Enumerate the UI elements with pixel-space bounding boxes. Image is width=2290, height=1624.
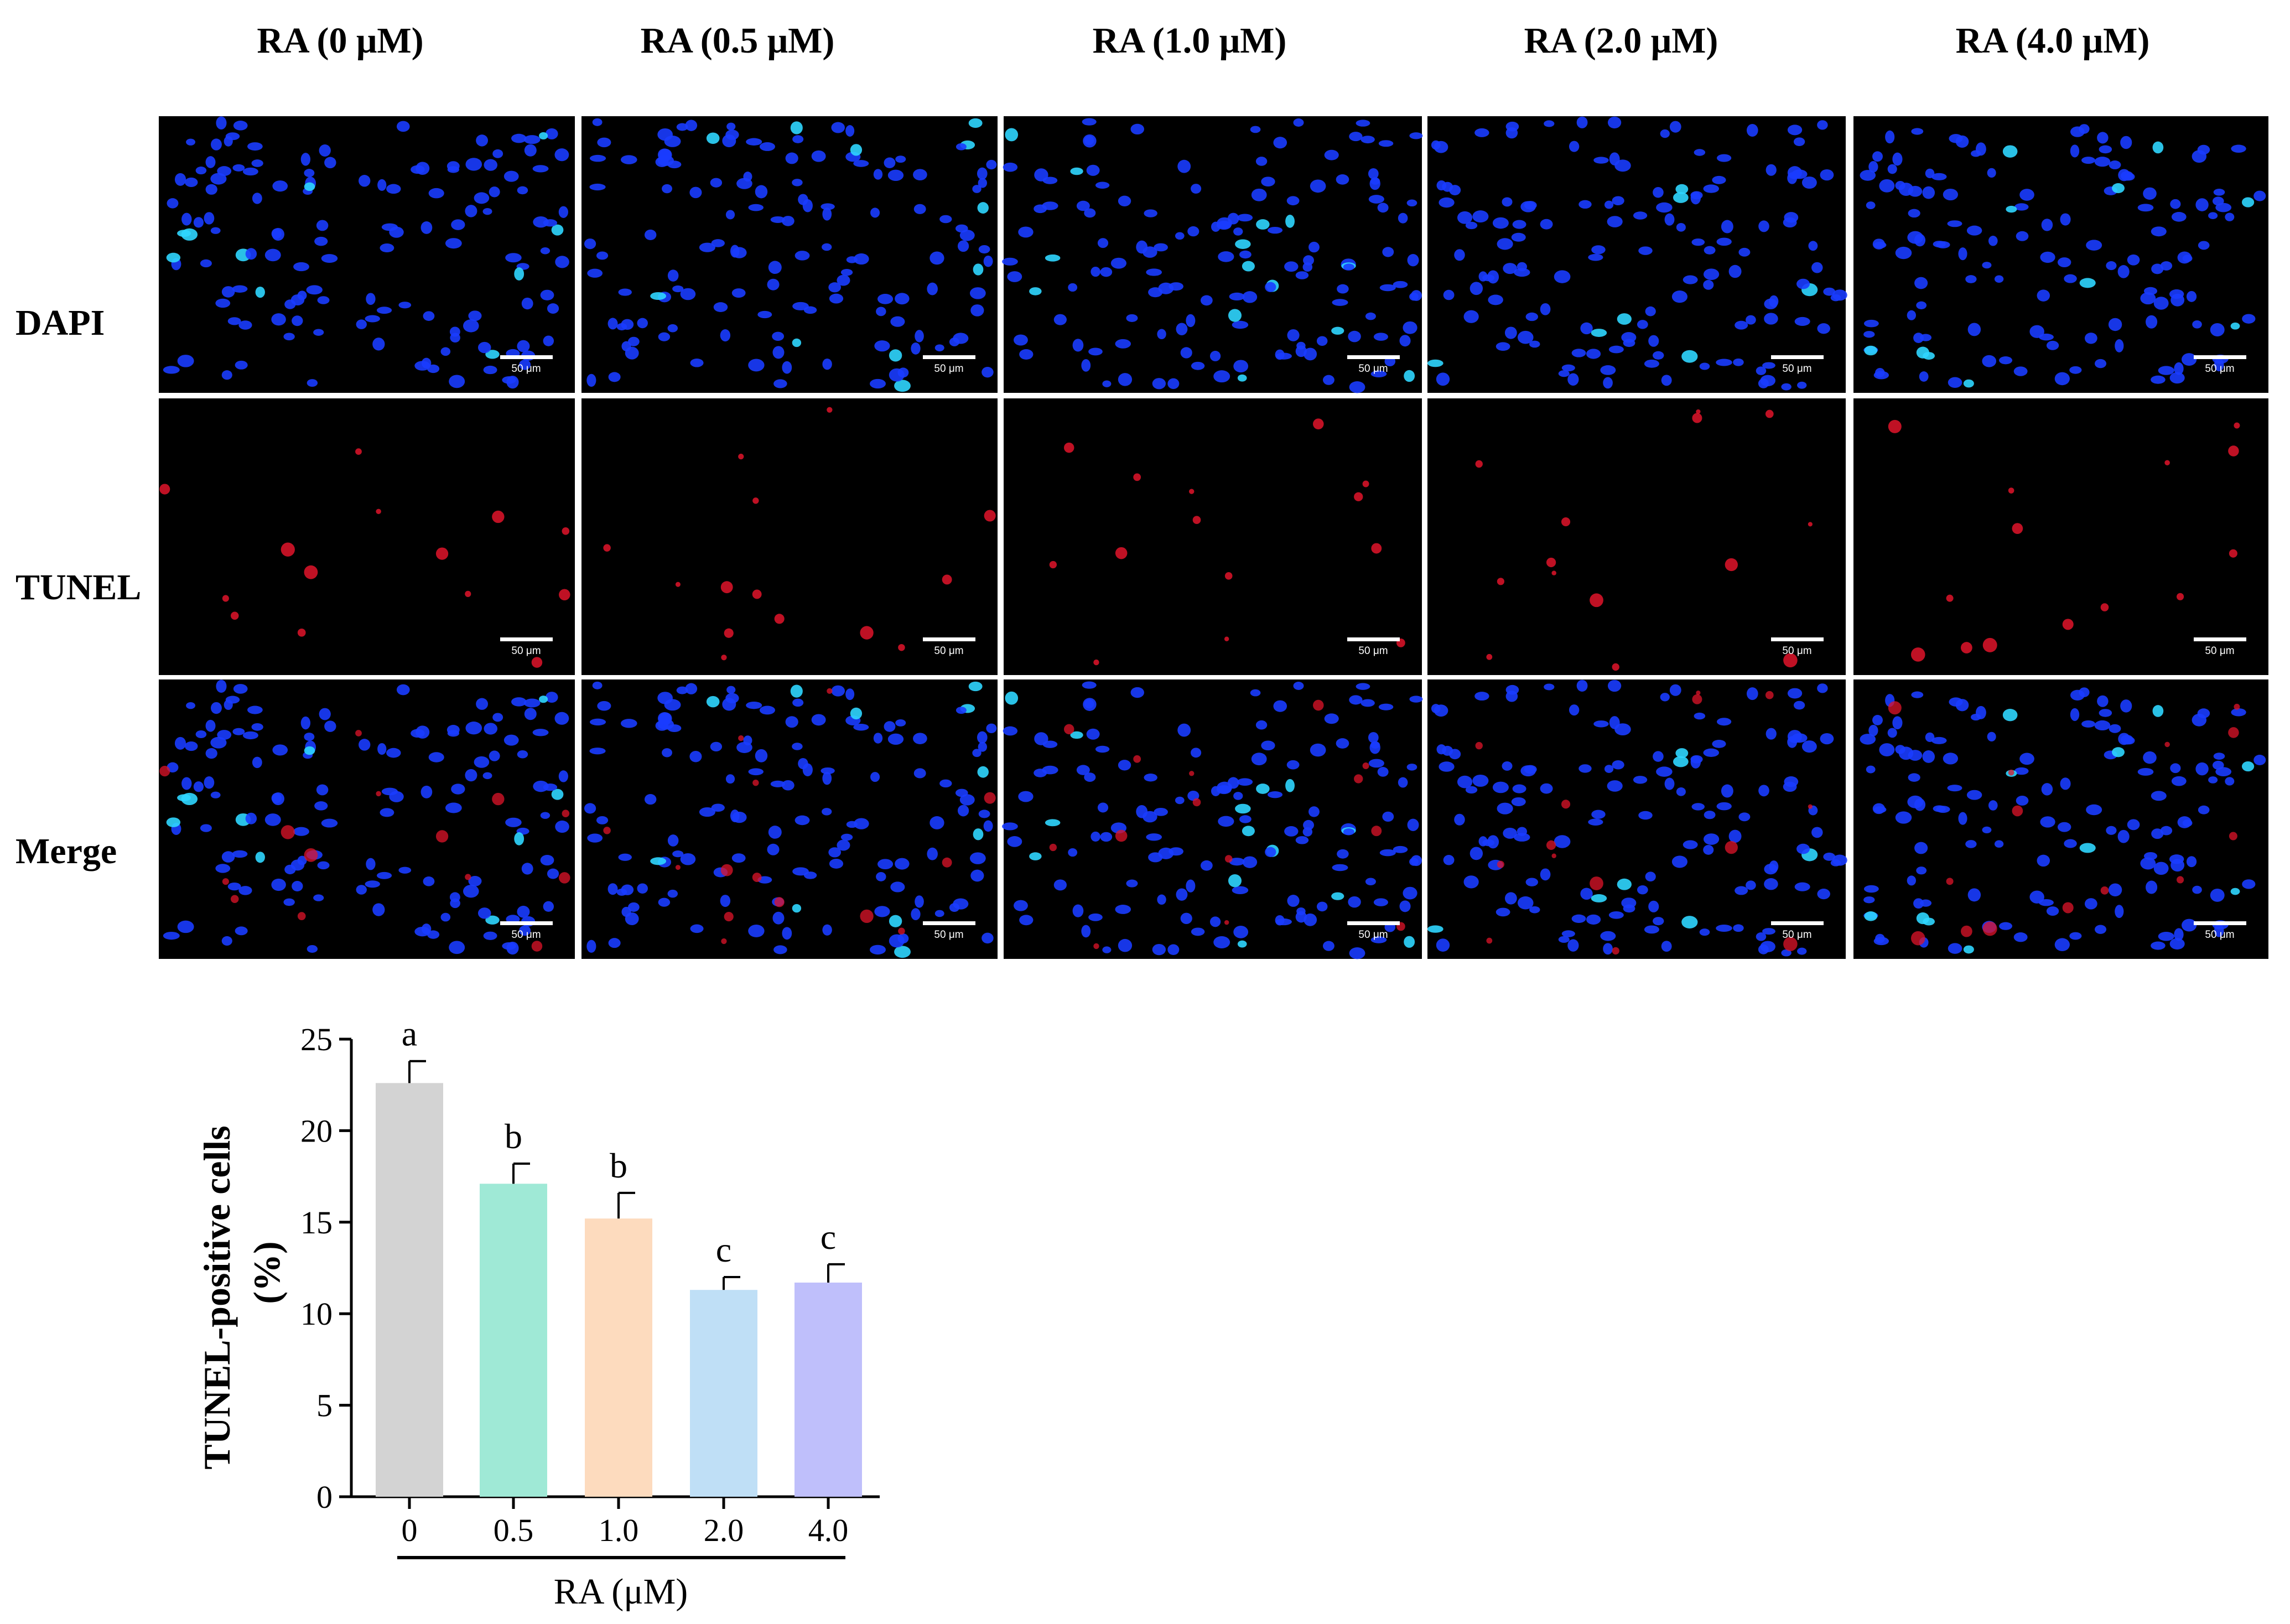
y-tick-label: 15 [300,1205,333,1241]
panel-merge-4: 50 μm [1853,679,2268,959]
scale-bar [1347,637,1400,641]
panel-tunel-3: 50 μm [1427,398,1846,675]
scale-bar [923,355,975,359]
column-headers: RA (0 μM) RA (0.5 μM) RA (1.0 μM) RA (2.… [257,20,2149,61]
column-header-0: RA (0 μM) [257,20,423,61]
scale-bar-label: 50 μm [1782,929,1811,941]
panel-merge-3: 50 μm [1427,679,1847,959]
scale-bar-label: 50 μm [511,929,541,941]
scale-bar [923,637,975,641]
x-tick-label: 0 [402,1512,418,1548]
chart-marks: 0 5 10 15 20 25 a 0 b 0.5 b 1.0 c 2.0 c 4.0 [300,1014,880,1559]
panel-dapi-1: 50 μm [581,116,998,393]
x-axis-title: RA (μM) [554,1571,688,1612]
scale-bar [500,921,553,925]
scale-bar-label: 50 μm [1358,363,1388,375]
scale-bar-label: 50 μm [1782,363,1811,375]
significance-label: a [402,1014,417,1054]
bar-4.0 [795,1282,862,1497]
y-tick-label: 0 [316,1479,333,1515]
scale-bar-label: 50 μm [511,363,541,375]
x-tick-label: 2.0 [704,1512,744,1548]
scale-bar-label: 50 μm [934,929,963,941]
panel-merge-2: 50 μm [1002,679,1423,959]
row-header-merge: Merge [15,831,117,871]
y-axis-label-unit: (%) [246,1241,288,1304]
significance-label: c [716,1230,731,1269]
scale-bar-label: 50 μm [2205,645,2234,657]
scale-bar [500,355,553,359]
y-axis-label: TUNEL-positive cells [196,1125,238,1469]
panel-dapi-2: 50 μm [1002,116,1423,393]
column-header-1: RA (0.5 μM) [641,20,835,61]
panel-dapi-4: 50 μm [1853,116,2268,393]
x-tick-label: 0.5 [494,1512,534,1548]
panel-tunel-4: 50 μm [1853,398,2268,675]
scale-bar [1347,355,1400,359]
scale-bar-label: 50 μm [511,645,541,657]
scale-bar-label: 50 μm [934,363,963,375]
scale-bar [2194,637,2246,641]
column-header-4: RA (4.0 μM) [1956,20,2150,61]
scale-bar [1771,637,1824,641]
scale-bar [500,637,553,641]
bar-chart: 0 5 10 15 20 25 a 0 b 0.5 b 1.0 c 2.0 c 4.0 TUNEL-posit… [196,1014,880,1612]
scale-bar-label: 50 μm [2205,363,2234,375]
bar-1.0 [585,1218,652,1497]
scale-bar [2194,921,2246,925]
scale-bar [1771,921,1824,925]
bar-2.0 [690,1290,757,1497]
panel-merge-1: 50 μm [581,679,998,959]
scale-bar-label: 50 μm [934,645,963,657]
column-header-3: RA (2.0 μM) [1524,20,1718,61]
column-header-2: RA (1.0 μM) [1093,20,1287,61]
scale-bar-label: 50 μm [2205,929,2234,941]
panel-tunel-1: 50 μm [581,398,998,675]
scale-bar-label: 50 μm [1782,645,1811,657]
x-tick-label: 1.0 [599,1512,639,1548]
panel-tunel-2: 50 μm [1004,398,1422,675]
y-tick-label: 5 [316,1388,333,1424]
panel-merge-0: 50 μm [159,679,575,959]
row-header-tunel: TUNEL [15,567,141,608]
scale-bar-label: 50 μm [1358,929,1388,941]
bar-0 [376,1083,443,1497]
y-tick-label: 20 [300,1113,333,1149]
significance-label: b [505,1117,522,1156]
scale-bar-label: 50 μm [1358,645,1388,657]
panel-dapi-0: 50 μm [159,116,575,393]
x-tick-label: 4.0 [808,1512,849,1548]
row-header-dapi: DAPI [15,303,105,343]
scale-bar [923,921,975,925]
bar-0.5 [480,1184,547,1497]
significance-label: b [610,1146,627,1185]
row-headers: DAPI TUNEL Merge [15,303,141,871]
scale-bar [1771,355,1824,359]
y-tick-label: 25 [300,1021,333,1057]
scale-bar [2194,355,2246,359]
scale-bar [1347,921,1400,925]
y-tick-label: 10 [300,1296,333,1332]
panel-dapi-3: 50 μm [1427,116,1847,393]
significance-label: c [821,1217,836,1257]
micrograph-grid: 50 μm 50 μm 50 μm 50 μm 50 μm 50 μm 50 μm 50 μm… [159,116,2268,959]
panel-tunel-0: 50 μm [159,398,575,675]
